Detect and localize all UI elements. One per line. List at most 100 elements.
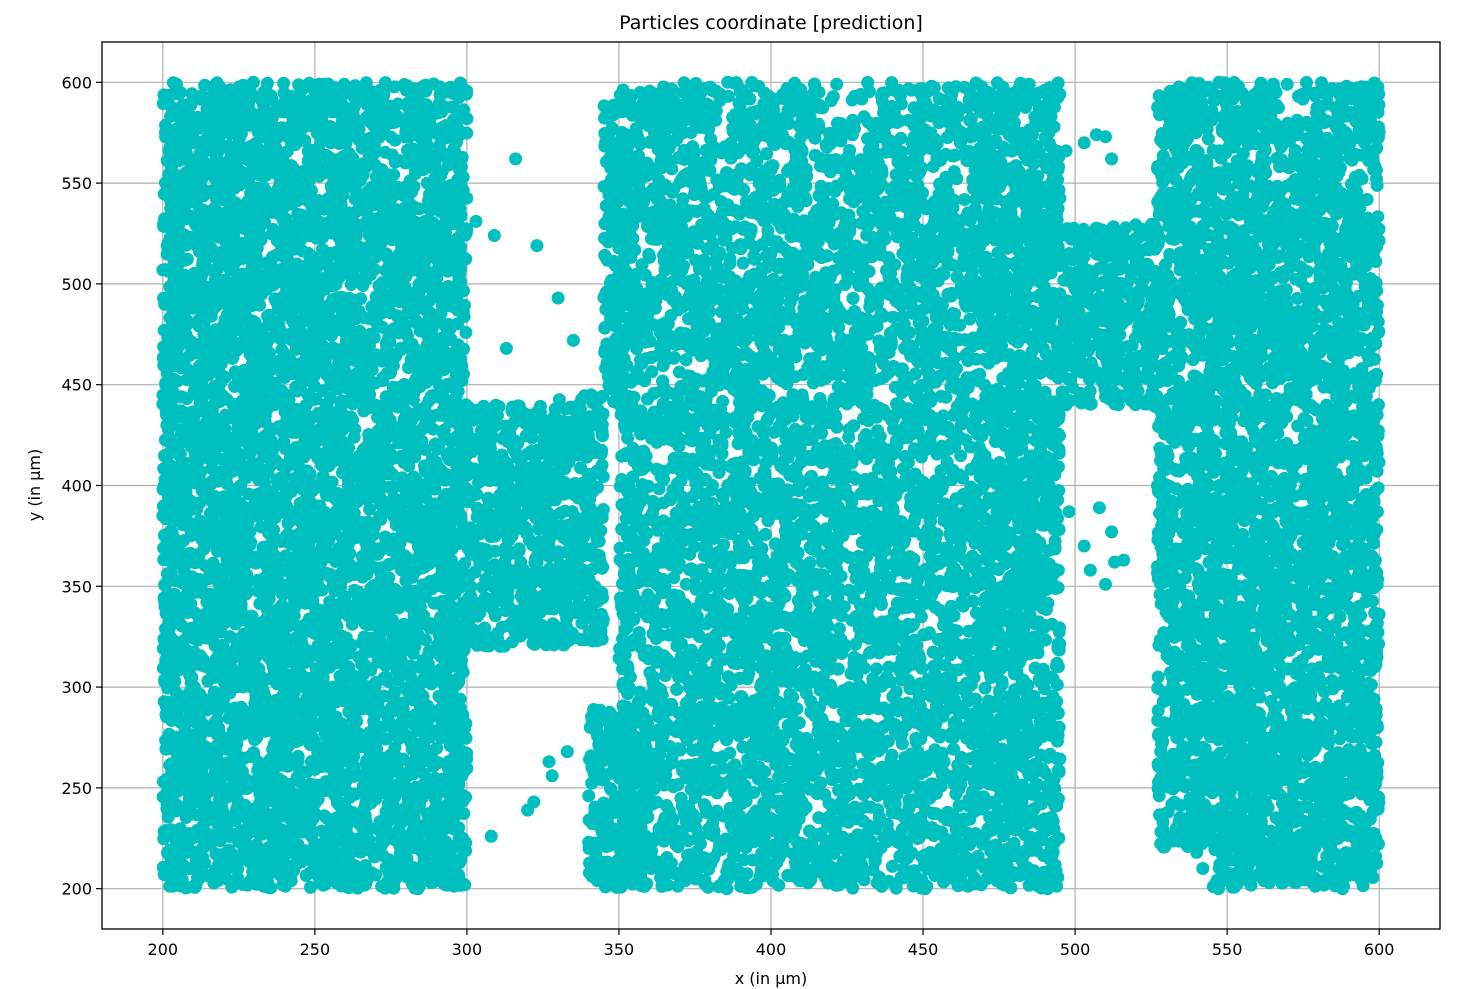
particle-point xyxy=(249,678,263,692)
particle-point xyxy=(245,609,259,623)
particle-point xyxy=(432,689,446,703)
particle-point xyxy=(270,804,284,818)
particle-point xyxy=(424,389,438,403)
particle-point xyxy=(185,87,199,101)
particle-point xyxy=(434,149,448,163)
particle-point xyxy=(328,522,342,536)
particle-point xyxy=(168,390,182,404)
particle-point xyxy=(157,541,171,555)
particle-point xyxy=(179,811,193,824)
particle-point xyxy=(210,76,224,90)
particle-point xyxy=(175,192,189,206)
particle-point xyxy=(246,314,260,328)
particle-point xyxy=(209,192,223,206)
particle-point xyxy=(346,397,360,411)
particle-point xyxy=(191,738,205,752)
particle-point xyxy=(342,804,355,818)
particle-point xyxy=(244,90,258,104)
particle-point xyxy=(338,553,352,567)
particle-point xyxy=(453,371,467,385)
particle-point xyxy=(395,596,409,610)
particle-point xyxy=(306,558,320,572)
particle-point xyxy=(205,742,219,756)
particle-point xyxy=(161,772,175,786)
particle-point xyxy=(281,787,295,801)
particle-point xyxy=(299,869,313,882)
particle-point xyxy=(432,438,446,452)
particle-point xyxy=(441,449,454,463)
particle-point xyxy=(380,467,394,481)
particle-point xyxy=(387,222,401,236)
particle-point xyxy=(339,380,352,394)
particle-point xyxy=(212,246,226,260)
particle-point xyxy=(304,880,317,894)
particle-point xyxy=(382,853,396,867)
particle-point xyxy=(265,205,279,219)
particle-point xyxy=(295,376,309,390)
particle-point xyxy=(346,309,360,323)
particle-point xyxy=(384,130,398,144)
particle-point xyxy=(394,341,408,355)
particle-point xyxy=(402,633,416,647)
particle-point xyxy=(275,598,289,612)
particle-point xyxy=(418,103,432,117)
particle-point xyxy=(434,307,448,320)
particle-point xyxy=(252,576,266,590)
particle-point xyxy=(163,659,177,673)
particle-point xyxy=(262,592,276,606)
particle-point xyxy=(266,659,280,673)
particle-point xyxy=(350,93,364,107)
data-points xyxy=(156,75,1386,896)
particle-point xyxy=(406,393,420,407)
particle-point xyxy=(441,410,455,424)
particle-point xyxy=(359,356,372,370)
particle-point xyxy=(390,518,403,532)
particle-point xyxy=(203,290,217,304)
particle-point xyxy=(187,795,201,809)
particle-point xyxy=(317,433,331,446)
particle-point xyxy=(292,413,306,427)
particle-point xyxy=(330,811,344,825)
particle-point xyxy=(291,754,305,768)
particle-point xyxy=(266,222,280,236)
particle-point xyxy=(360,787,374,801)
particle-point xyxy=(191,384,205,398)
particle-point xyxy=(271,648,285,662)
particle-point xyxy=(283,655,297,668)
particle-point xyxy=(326,716,340,730)
particle-point xyxy=(444,333,458,347)
particle-point xyxy=(278,667,292,681)
particle-point xyxy=(174,85,187,99)
particle-point xyxy=(242,205,256,219)
particle-point xyxy=(246,75,260,89)
particle-point xyxy=(348,455,362,468)
particle-point xyxy=(172,179,186,193)
particle-point xyxy=(305,594,319,608)
particle-point xyxy=(312,194,326,208)
particle-point xyxy=(374,594,388,608)
particle-point xyxy=(229,806,243,819)
particle-point xyxy=(282,528,296,542)
particle-point xyxy=(158,498,172,512)
particle-point xyxy=(166,150,180,164)
particle-point xyxy=(248,270,262,284)
particle-point xyxy=(235,829,249,843)
particle-point xyxy=(366,581,380,595)
particle-point xyxy=(163,192,177,206)
particle-point xyxy=(337,77,351,91)
particle-point xyxy=(397,113,411,127)
particle-point xyxy=(278,630,292,644)
particle-point xyxy=(162,167,176,181)
particle-point xyxy=(374,307,388,320)
particle-point xyxy=(391,180,405,194)
particle-point xyxy=(231,862,245,876)
particle-point xyxy=(332,230,346,244)
particle-point xyxy=(436,727,450,741)
particle-point xyxy=(385,359,399,373)
particle-point xyxy=(215,805,229,818)
particle-point xyxy=(345,228,359,242)
chart-title: Particles coordinate [prediction] xyxy=(619,12,923,34)
particle-point xyxy=(458,222,472,236)
particle-point xyxy=(358,617,372,630)
